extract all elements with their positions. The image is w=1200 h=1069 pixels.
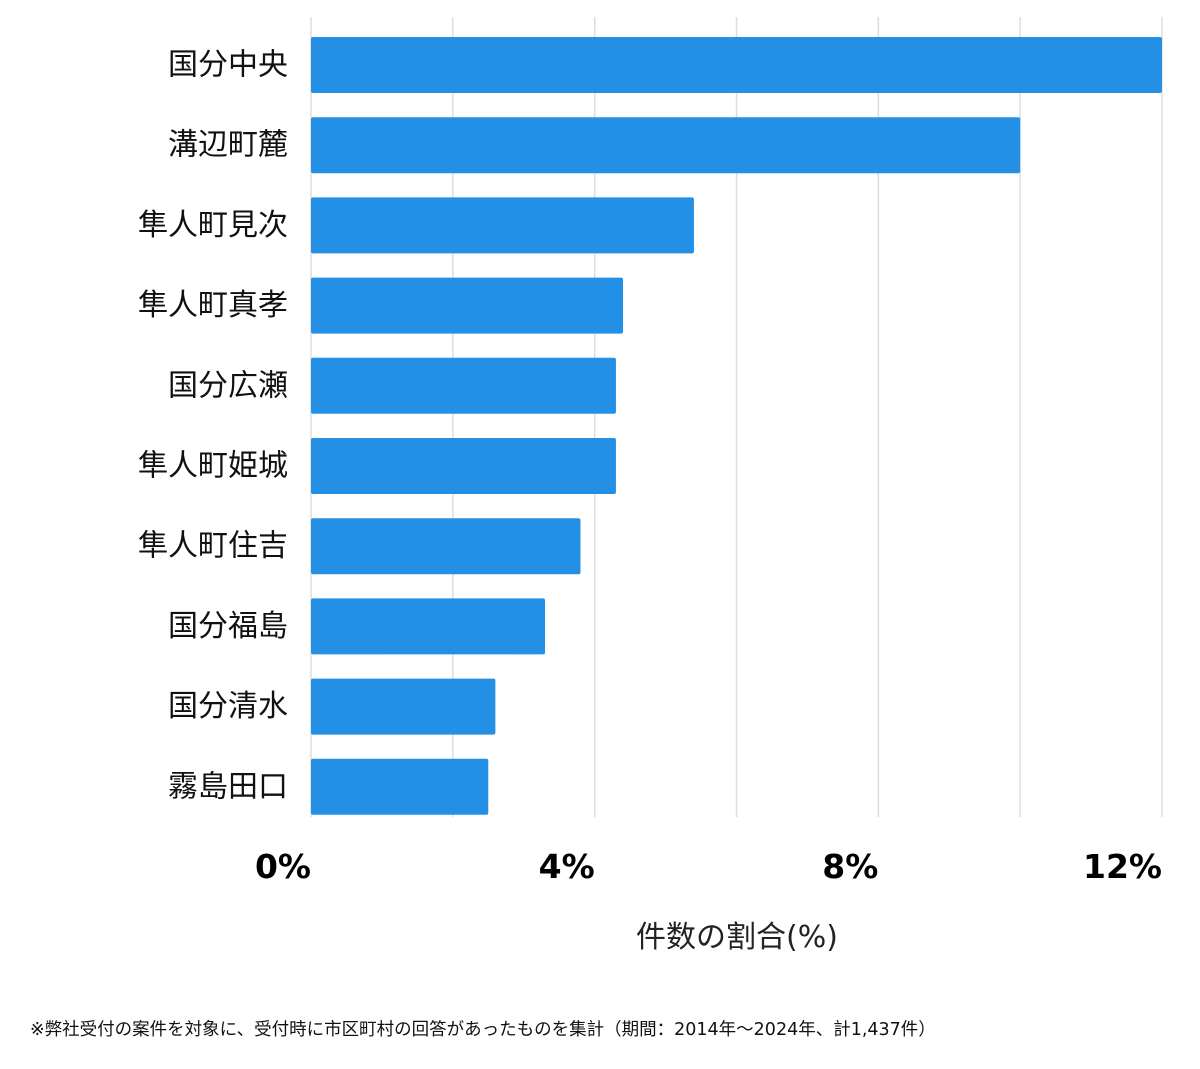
bar (311, 117, 1021, 174)
bar (311, 277, 624, 334)
category-label: 隼人町姫城 (138, 449, 288, 484)
bar (311, 678, 496, 735)
footnote: ※弊社受付の案件を対象に、受付時に市区町村の回答があったものを集計（期間：201… (30, 1020, 936, 1040)
bar (311, 357, 616, 414)
bar (311, 197, 694, 254)
category-label: 隼人町見次 (138, 208, 288, 243)
bar (311, 758, 489, 815)
x-tick-label: 4% (539, 847, 595, 886)
bar (311, 438, 616, 494)
category-labels: 国分中央溝辺町麓隼人町見次隼人町真孝国分広瀬隼人町姫城隼人町住吉国分福島国分清水… (138, 48, 288, 805)
bar (311, 518, 581, 575)
category-label: 隼人町住吉 (138, 529, 288, 564)
category-label: 国分清水 (168, 689, 288, 724)
x-tick-label: 12% (1083, 847, 1162, 886)
bar (311, 598, 546, 655)
category-label: 国分福島 (168, 609, 288, 644)
category-label: 国分中央 (168, 48, 288, 83)
x-tick-label: 8% (822, 847, 878, 886)
category-label: 溝辺町麓 (168, 128, 288, 163)
category-label: 隼人町真孝 (138, 288, 288, 323)
x-axis-title: 件数の割合(%) (636, 920, 838, 955)
bars (311, 37, 1162, 815)
category-label: 国分広瀬 (168, 368, 288, 403)
bar-chart: 国分中央溝辺町麓隼人町見次隼人町真孝国分広瀬隼人町姫城隼人町住吉国分福島国分清水… (138, 17, 1163, 955)
x-tick-label: 0% (255, 847, 311, 886)
x-tick-labels: 0% 4% 8% 12% (255, 847, 1162, 886)
bar (311, 37, 1162, 93)
category-label: 霧島田口 (168, 769, 288, 804)
